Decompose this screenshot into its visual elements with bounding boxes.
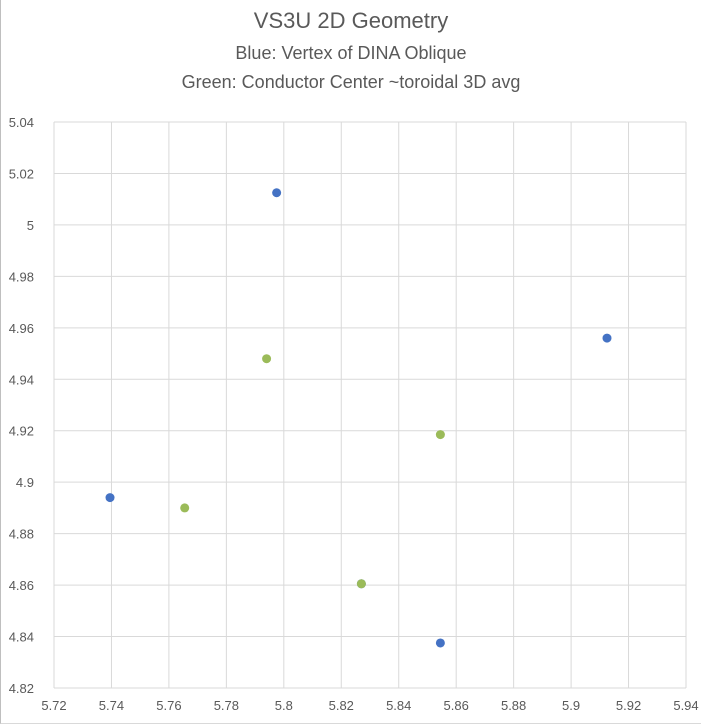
x-tick-label: 5.72 [41,698,66,713]
chart-subtitle-blue: Blue: Vertex of DINA Oblique [235,43,467,63]
y-tick-label: 4.98 [9,269,34,284]
x-tick-label: 5.92 [616,698,641,713]
y-tick-label: 4.84 [9,630,34,645]
x-tick-label: 5.9 [562,698,580,713]
chart-subtitle-green: Green: Conductor Center ~toroidal 3D avg [181,72,521,92]
blue-data-point [272,188,282,198]
x-tick-label: 5.76 [156,698,181,713]
green-data-point [356,579,366,589]
y-tick-label: 4.88 [9,527,34,542]
y-tick-label: 5.04 [9,115,34,130]
x-tick-label: 5.78 [214,698,239,713]
green-data-point [262,354,272,364]
blue-data-point [105,493,115,503]
x-tick-label: 5.82 [329,698,354,713]
blue-data-point [602,333,612,343]
green-data-point [180,503,190,513]
x-tick-label: 5.86 [444,698,469,713]
blue-data-point [435,638,445,648]
x-tick-label: 5.74 [99,698,124,713]
x-tick-label: 5.84 [386,698,411,713]
x-tick-label: 5.88 [501,698,526,713]
y-tick-label: 4.9 [16,475,34,490]
y-tick-label: 4.92 [9,424,34,439]
y-tick-label: 5 [27,218,34,233]
x-tick-label: 5.8 [275,698,293,713]
y-tick-label: 5.02 [9,166,34,181]
x-tick-label: 5.94 [673,698,698,713]
y-tick-label: 4.94 [9,372,34,387]
y-tick-label: 4.86 [9,578,34,593]
y-tick-label: 4.96 [9,321,34,336]
chart-title: VS3U 2D Geometry [253,8,449,33]
green-data-point [435,430,445,440]
y-tick-label: 4.82 [9,681,34,696]
